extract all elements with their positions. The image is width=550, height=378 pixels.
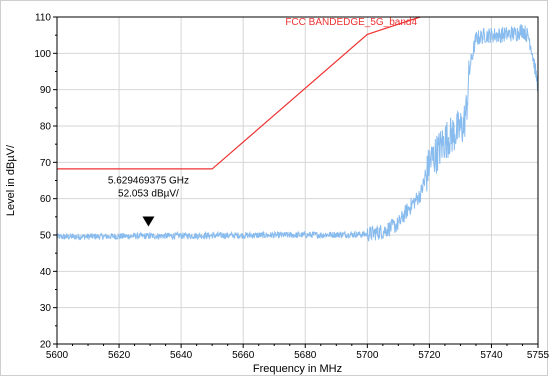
- y-tick-label: 80: [40, 122, 52, 133]
- y-tick-label: 110: [35, 13, 51, 24]
- limit-line-label: FCC BANDEDGE_5G_band4: [285, 17, 417, 28]
- marker-triangle-icon: [142, 216, 155, 227]
- y-tick-label: 100: [34, 49, 51, 60]
- x-tick-label: 5640: [170, 350, 193, 361]
- x-axis-title: Frequency in MHz: [253, 363, 342, 375]
- marker-frequency-label: 5.629469375 GHz: [108, 175, 189, 186]
- grid: [57, 17, 538, 344]
- y-tick-label: 20: [40, 340, 52, 351]
- x-tick-label: 5660: [232, 350, 255, 361]
- marker-level-label: 52.053 dBµV/: [118, 188, 179, 199]
- y-tick-label: 60: [40, 194, 52, 205]
- fcc-limit-line: [57, 16, 421, 170]
- y-tick-label: 70: [40, 158, 52, 169]
- traces: [56, 16, 539, 242]
- measurement-trace: [56, 24, 539, 242]
- x-tick-label: 5620: [108, 350, 131, 361]
- x-tick-label: 5680: [294, 350, 317, 361]
- y-tick-label: 30: [40, 303, 52, 314]
- ticks: 5600 5620 5640 5660 5680 5700 5720 5740 5755 20 30…: [34, 13, 549, 362]
- x-tick-label: 5755: [527, 350, 550, 361]
- y-tick-label: 50: [40, 231, 52, 242]
- y-axis-title: Level in dBµV/: [5, 144, 17, 216]
- y-tick-label: 40: [40, 267, 52, 278]
- y-tick-label: 90: [40, 85, 52, 96]
- x-tick-label: 5720: [418, 350, 441, 361]
- x-tick-label: 5700: [356, 350, 379, 361]
- x-tick-label: 5600: [46, 350, 69, 361]
- x-tick-label: 5740: [480, 350, 503, 361]
